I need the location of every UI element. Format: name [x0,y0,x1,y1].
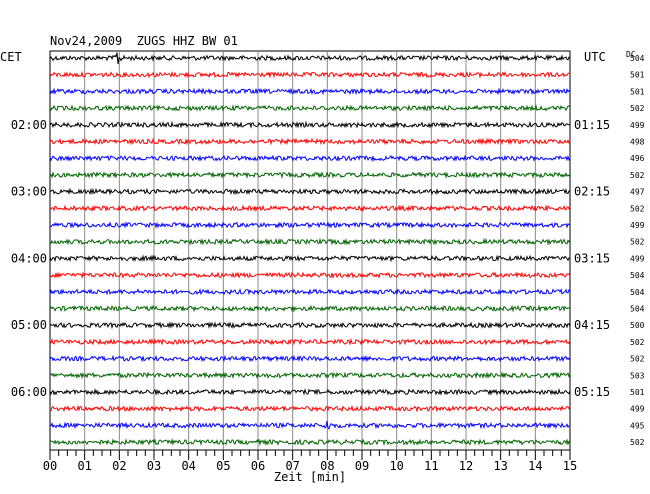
x-tick-label: 10 [389,459,403,473]
left-time-label: 04:00 [11,251,47,265]
trace-line [49,154,571,163]
dc-value: 499 [630,221,645,230]
trace-line [49,52,571,65]
trace-line [49,438,571,447]
dc-value: 504 [630,271,645,280]
chart-title: Nov24,2009 ZUGS HHZ BW 01 [50,34,238,48]
x-tick-label: 03 [147,459,161,473]
x-axis: 00 01 02 03 04 05 06 07 08 09 10 11 12 13 14 15 [43,450,577,473]
x-tick-label: 08 [320,459,334,473]
dc-value: 504 [630,288,645,297]
dc-value: 500 [630,321,645,330]
x-tick-label: 01 [77,459,91,473]
dc-value: 502 [630,104,645,113]
trace-line [49,387,571,396]
trace-line [49,104,571,112]
right-time-label: 01:15 [574,118,610,132]
trace-line [49,120,571,129]
dc-value: 501 [630,388,645,397]
trace-line [49,304,571,313]
dc-value: 499 [630,254,645,263]
left-time-label: 06:00 [11,385,47,399]
trace-line [49,70,571,79]
time-gridlines [84,51,536,450]
trace-group [49,52,571,447]
trace-line [50,221,571,230]
trace-line [49,321,571,330]
trace-line [49,254,571,263]
dc-value: 501 [630,71,645,80]
left-time-label: 03:00 [11,185,47,199]
dc-value: 498 [630,138,645,147]
trace-line [49,404,571,413]
trace-line [49,204,571,213]
x-tick-label: 02 [112,459,126,473]
left-time-label: 05:00 [11,318,47,332]
x-tick-label: 09 [355,459,369,473]
dc-value: 502 [630,204,645,213]
dc-value: 502 [630,238,645,247]
dc-value: 499 [630,405,645,414]
dc-value: 502 [630,171,645,180]
left-timezone-label: CET [0,50,22,64]
trace-line [49,87,571,96]
trace-line [49,337,571,346]
right-timezone-label: UTC [584,50,606,64]
trace-line [49,354,571,363]
x-tick-label: 12 [459,459,473,473]
x-tick-label: 13 [493,459,507,473]
x-tick-label: 06 [251,459,265,473]
dc-value: 497 [630,188,645,197]
right-time-label: 04:15 [574,318,610,332]
x-tick-label: 14 [528,459,542,473]
dc-value: 504 [630,54,645,63]
x-tick-label: 05 [216,459,230,473]
x-tick-label: 15 [563,459,577,473]
trace-line [49,420,571,430]
dc-value: 502 [630,338,645,347]
trace-line [49,137,571,146]
x-tick-label: 07 [285,459,299,473]
trace-line [49,371,571,380]
x-tick-label: 04 [181,459,195,473]
dc-header-label: DC [626,50,636,59]
dc-value: 496 [630,154,645,163]
dc-value: 504 [630,305,645,314]
right-time-label: 03:15 [574,251,610,265]
x-tick-label: 11 [424,459,438,473]
dc-value: 503 [630,371,645,380]
right-time-label: 05:15 [574,385,610,399]
dc-value: 502 [630,438,645,447]
trace-line [49,237,571,246]
dc-value: 499 [630,121,645,130]
trace-line [49,170,571,179]
trace-line [49,271,571,280]
dc-value: 495 [630,421,645,430]
right-time-label: 02:15 [574,185,610,199]
trace-line [49,287,571,296]
x-axis-title: Zeit [min] [274,470,346,484]
trace-line [49,187,571,196]
dc-value: 501 [630,87,645,96]
time-label-group: 504 501 501 502 499 498 496 502 497 502 499 502 499 5… [11,54,645,447]
left-time-label: 02:00 [11,118,47,132]
dc-value: 502 [630,355,645,364]
x-tick-label: 00 [43,459,57,473]
